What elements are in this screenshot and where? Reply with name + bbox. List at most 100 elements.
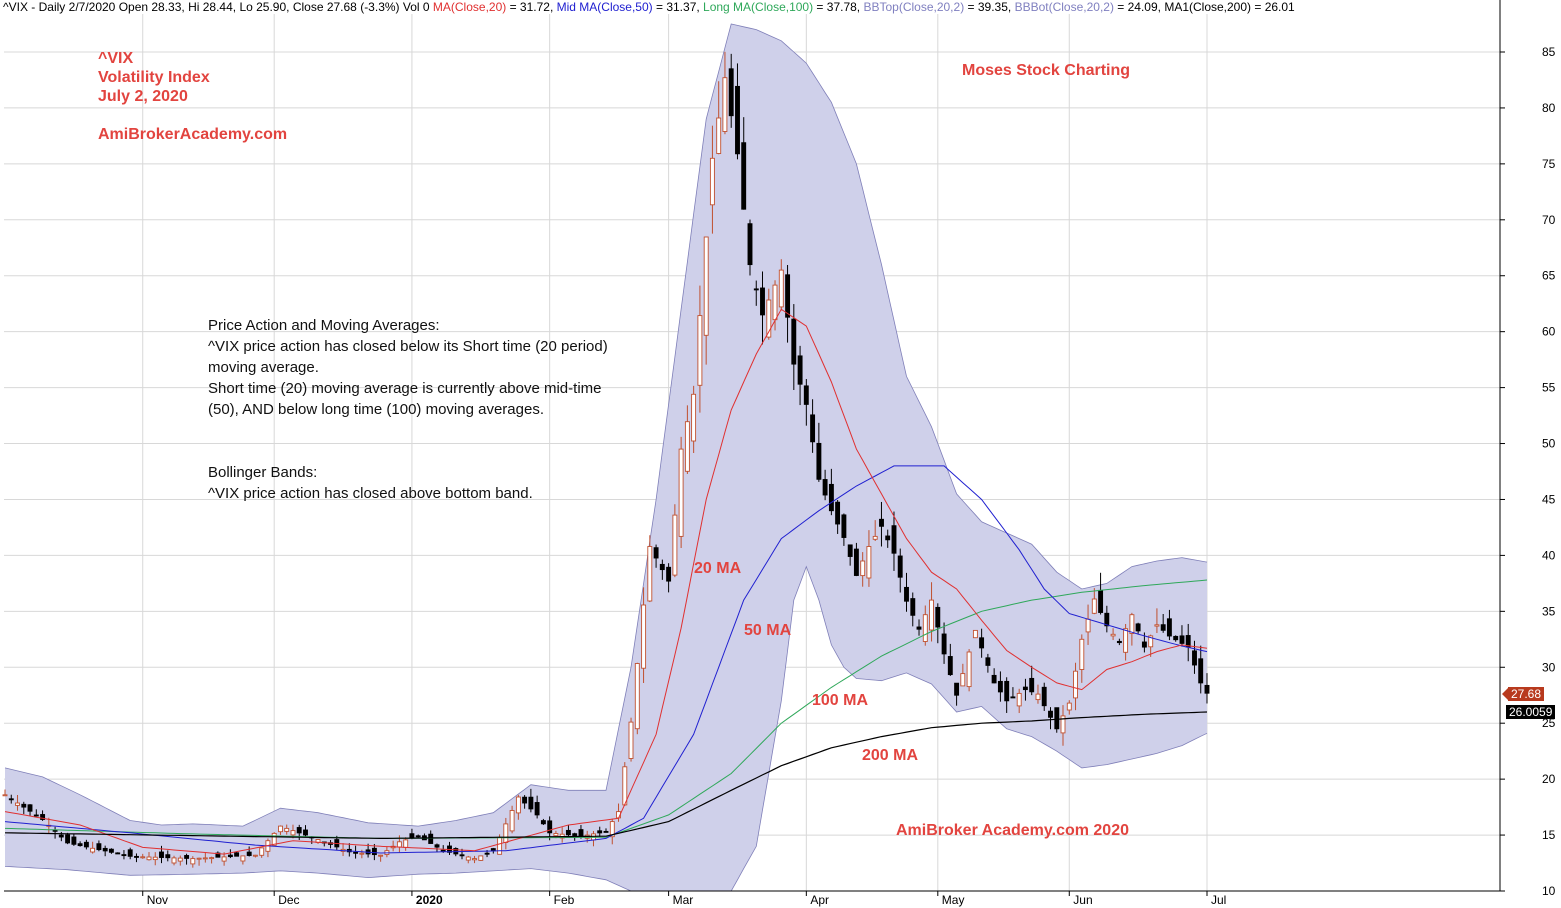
bear-candle <box>785 274 791 318</box>
bear-candle <box>1010 696 1016 699</box>
bull-candle <box>259 847 265 856</box>
bear-candle <box>841 514 847 538</box>
bull-candle <box>966 651 972 688</box>
bull-candle <box>1123 628 1129 653</box>
bull-candle <box>1066 702 1072 711</box>
bear-candle <box>1160 624 1166 631</box>
bull-candle <box>922 614 928 642</box>
bull-candle <box>672 514 678 576</box>
bear-candle <box>1022 686 1028 691</box>
x-tick-label: Jun <box>1073 893 1092 907</box>
bull-candle <box>271 832 277 846</box>
bull-candle <box>465 856 471 861</box>
bull-candle <box>972 629 978 639</box>
header-segment: BBBot(Close,20,2) <box>1014 0 1114 14</box>
y-tick-label: 65 <box>1542 269 1556 283</box>
bear-candle <box>459 854 465 857</box>
bull-candle <box>509 810 515 832</box>
bear-candle <box>816 442 822 480</box>
bull-candle <box>478 855 484 861</box>
bear-candle <box>954 682 960 696</box>
bull-candle <box>240 855 246 862</box>
y-tick-label: 45 <box>1542 492 1556 506</box>
bull-candle <box>1085 618 1091 633</box>
bear-candle <box>760 287 765 316</box>
bear-candle <box>184 855 190 859</box>
bull-candle <box>684 421 690 472</box>
price-action-line: ^VIX price action has closed below its S… <box>208 338 608 355</box>
bull-candle <box>722 77 728 132</box>
bull-candle <box>628 721 634 759</box>
bull-candle <box>503 823 509 843</box>
bear-candle <box>127 849 133 857</box>
bear-candle <box>303 829 308 836</box>
bear-candle <box>979 637 985 649</box>
bull-candle <box>703 236 709 336</box>
bull-candle <box>1154 624 1160 627</box>
x-tick-label: Dec <box>278 893 299 907</box>
bull-candle <box>609 821 615 838</box>
ma20-label: 20 MA <box>694 560 742 577</box>
bear-candle <box>1029 677 1035 693</box>
bear-candle <box>159 851 164 858</box>
header-segment: = 31.72, <box>506 0 557 14</box>
header-segment: = 24.09, MA1(Close,200) = 26.01 <box>1113 0 1295 14</box>
bull-candle <box>622 766 628 806</box>
y-tick-label: 20 <box>1542 772 1556 786</box>
bollinger-line: ^VIX price action has closed above botto… <box>208 485 533 502</box>
bull-candle <box>359 852 365 855</box>
y-tick-label: 35 <box>1542 604 1556 618</box>
bull-candle <box>146 856 152 861</box>
brand-label: Moses Stock Charting <box>962 62 1131 79</box>
bear-candle <box>1098 589 1104 613</box>
bear-candle <box>21 803 27 808</box>
bull-candle <box>252 854 258 857</box>
bear-candle <box>991 674 997 684</box>
y-tick-label: 70 <box>1542 213 1556 227</box>
bear-candle <box>115 852 121 855</box>
bear-candle <box>534 802 540 816</box>
bear-candle <box>1141 641 1147 648</box>
header-segment: Long MA(Close,100) <box>703 0 814 14</box>
bear-candle <box>27 804 33 812</box>
bull-candle <box>290 830 296 836</box>
bear-candle <box>659 563 665 571</box>
bear-candle <box>65 834 71 844</box>
y-tick-label: 55 <box>1542 381 1556 395</box>
y-tick-label: 40 <box>1542 548 1556 562</box>
price-action-line: Price Action and Moving Averages: <box>208 317 440 334</box>
bull-candle <box>866 546 872 579</box>
x-tick-label: Feb <box>554 893 575 907</box>
header-segment: Mid MA(Close,50) <box>556 0 653 14</box>
bear-candle <box>8 798 14 801</box>
header-segment: = 37.78, <box>813 0 864 14</box>
bull-candle <box>171 857 177 864</box>
bear-candle <box>1104 612 1110 627</box>
bull-candle <box>1073 670 1078 699</box>
bear-candle <box>96 843 102 851</box>
bear-candle <box>935 606 941 628</box>
bear-candle <box>1198 658 1204 684</box>
y-tick-label: 60 <box>1542 325 1556 339</box>
bull-candle <box>766 299 772 338</box>
header-segment: = 31.37, <box>652 0 704 14</box>
header-segment: BBTop(Close,20,2) <box>863 0 965 14</box>
x-tick-label: Nov <box>147 893 168 907</box>
bull-candle <box>691 393 697 442</box>
bear-candle <box>828 483 834 512</box>
bull-candle <box>202 857 208 860</box>
bear-candle <box>434 844 440 848</box>
title-line-1: ^VIX <box>98 50 134 67</box>
bear-candle <box>484 852 490 855</box>
bear-candle <box>77 843 83 847</box>
bull-candle <box>2 794 8 797</box>
y-tick-label: 50 <box>1542 437 1556 451</box>
bollinger-note: Bollinger Bands: ^VIX price action has c… <box>208 462 533 504</box>
bull-candle <box>278 825 283 833</box>
bear-candle <box>1048 710 1053 718</box>
bull-candle <box>1148 635 1154 648</box>
bear-candle <box>653 547 659 559</box>
bull-candle <box>196 857 202 860</box>
